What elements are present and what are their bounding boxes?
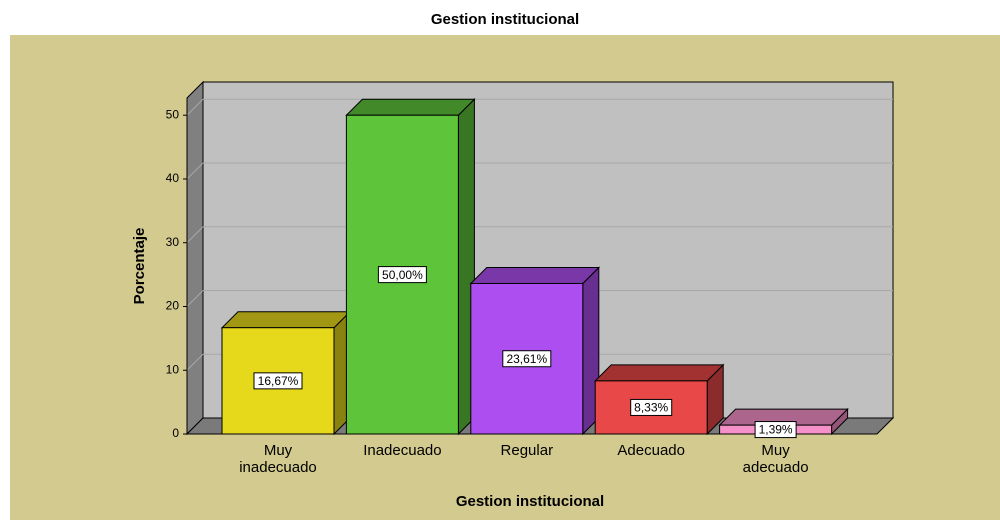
bar-top: [220, 311, 352, 329]
value-label: 1,39%: [759, 423, 793, 437]
y-tick-label: 0: [172, 426, 179, 440]
value-label-box: [754, 421, 797, 439]
side-wall: [186, 80, 204, 436]
bar-top: [469, 266, 601, 284]
y-tick-label: 50: [166, 107, 180, 121]
value-label-box: [253, 372, 303, 390]
y-tick-label: 40: [166, 171, 180, 185]
y-tick-label: 20: [166, 299, 180, 313]
value-label-box: [630, 398, 673, 416]
value-label: 8,33%: [634, 401, 668, 415]
bar-top: [593, 364, 725, 382]
grid-line-side: [186, 290, 204, 307]
grid-line-side: [186, 226, 204, 244]
x-tick-label: Adecuado: [617, 442, 685, 459]
chart-title: Gestion institucional: [431, 11, 579, 28]
value-label-box: [502, 350, 552, 368]
value-label: 16,67%: [258, 374, 299, 388]
grid-line-side: [186, 98, 204, 116]
y-axis-label: Porcentaje: [131, 228, 148, 305]
x-tick-label: Regular: [501, 442, 554, 459]
x-axis-label: Gestion institucional: [456, 493, 604, 510]
x-tick-label: Muy adecuado: [743, 442, 809, 476]
grid-line-side: [186, 162, 204, 180]
bar-top: [345, 98, 476, 116]
grid-line-side: [186, 353, 204, 371]
y-tick-label: 30: [166, 235, 180, 249]
x-tick-label: Muy inadecuado: [239, 442, 317, 476]
value-label: 50,00%: [382, 268, 423, 282]
y-tick-label: 10: [166, 362, 180, 376]
x-tick-label: Inadecuado: [363, 442, 441, 459]
value-label-box: [377, 266, 427, 284]
value-label: 23,61%: [506, 352, 547, 366]
